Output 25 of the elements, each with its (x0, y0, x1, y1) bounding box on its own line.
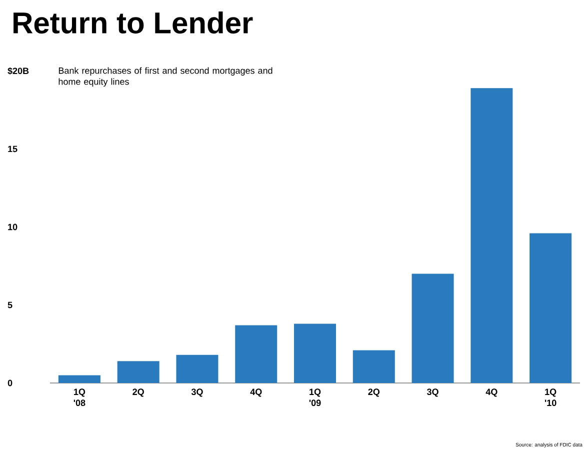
bar (530, 233, 572, 383)
x-tick-label: 2Q (132, 388, 144, 397)
bar (235, 325, 278, 383)
x-tick-label: 1Q '10 (544, 388, 556, 406)
bar (176, 354, 218, 383)
chart-title: Return to Lender (14, 12, 253, 34)
x-tick-label: 3Q (426, 388, 438, 397)
x-tick-label: 1Q '08 (74, 388, 86, 406)
bar (470, 88, 513, 383)
chart-subtitle: Bank repurchases of first and second mortgages and home equity lines (58, 67, 272, 87)
x-tick-label: 4Q (250, 388, 262, 397)
x-tick-label: 4Q (486, 388, 498, 397)
x-tick-label: 2Q (368, 388, 380, 397)
bar (58, 375, 100, 383)
bar (294, 324, 336, 383)
bar (117, 361, 160, 383)
x-tick-label: 3Q (191, 388, 203, 397)
x-tick-label: 1Q '09 (309, 388, 321, 406)
y-tick-label: 0 (8, 380, 12, 386)
y-tick-label: $20B (8, 67, 29, 75)
bar (412, 274, 454, 383)
y-tick-label: 10 (8, 224, 18, 230)
bar (352, 350, 395, 383)
y-tick-label: 15 (8, 146, 18, 152)
y-tick-label: 5 (8, 302, 12, 308)
